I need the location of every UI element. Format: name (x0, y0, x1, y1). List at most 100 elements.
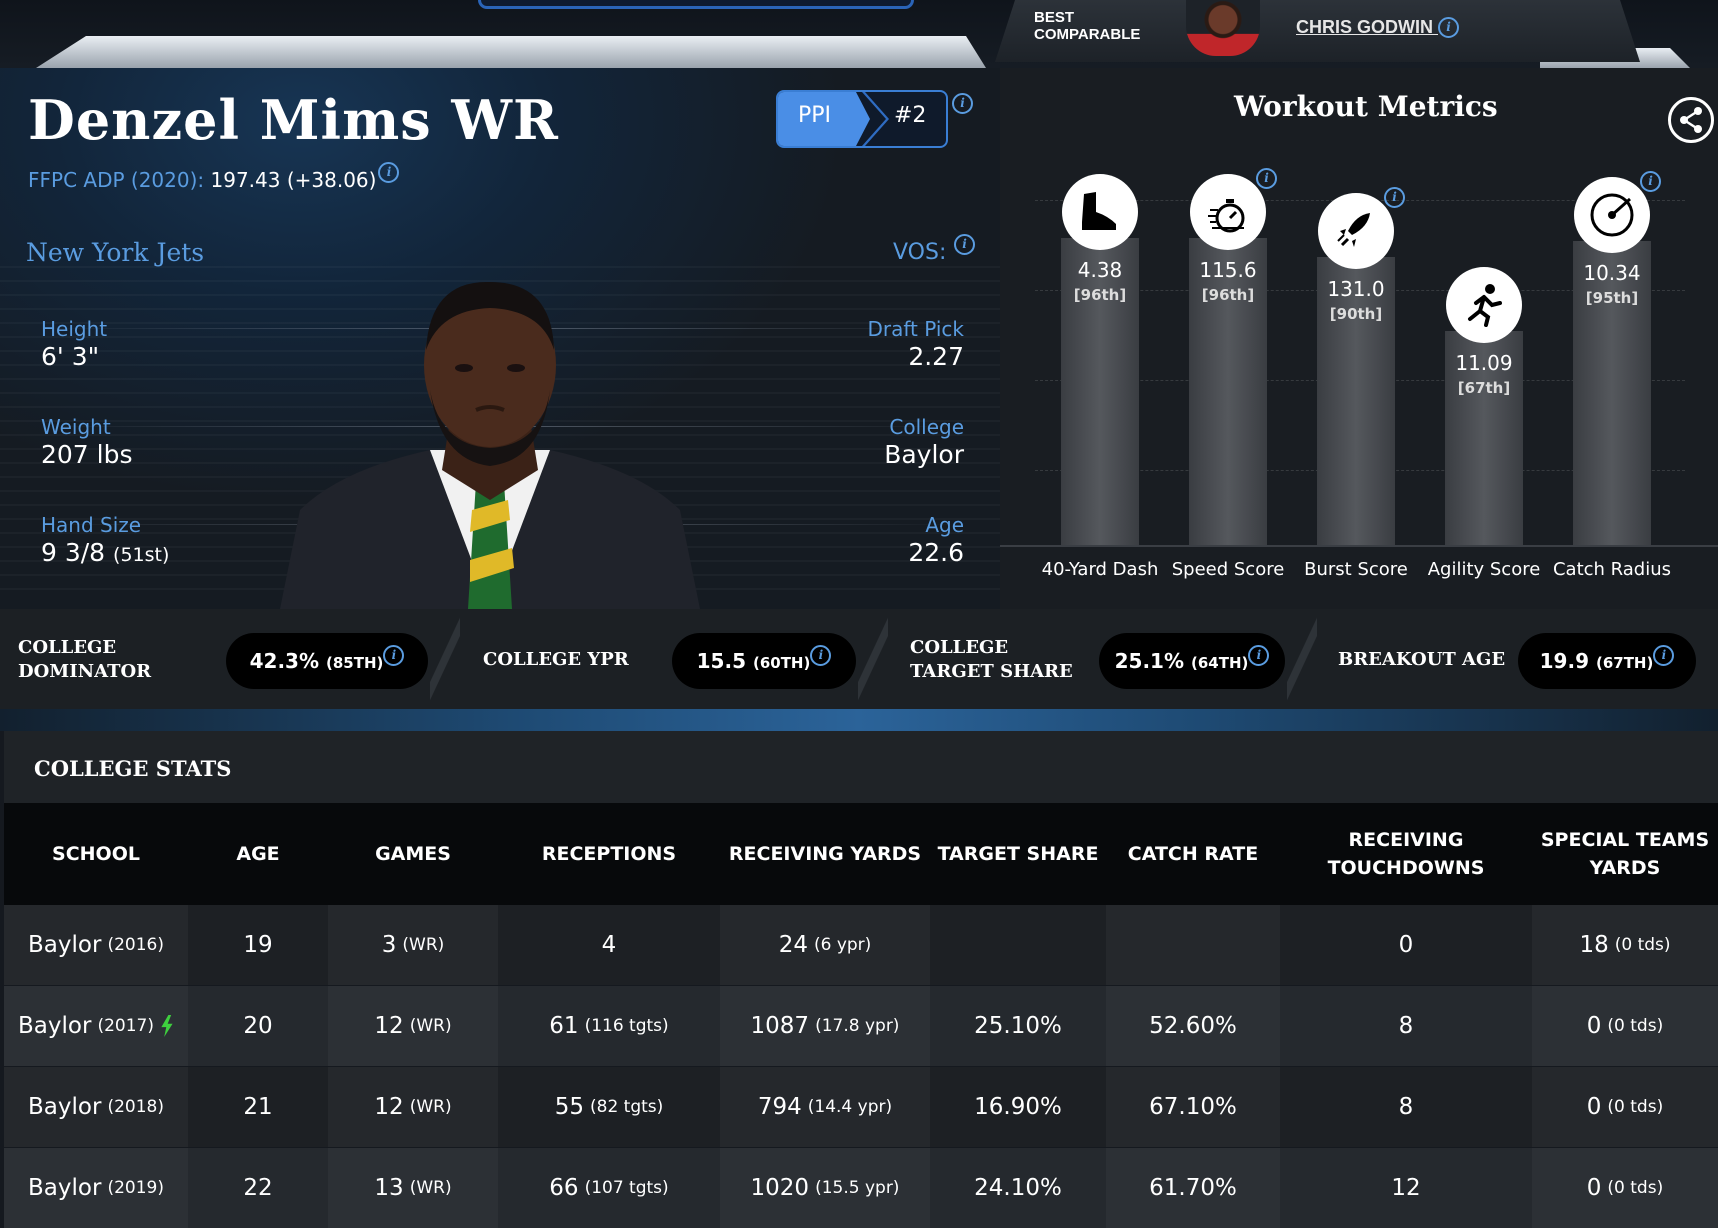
info-icon[interactable]: i (1256, 168, 1277, 189)
vos-info[interactable]: i (954, 234, 975, 255)
table-row: Baylor (2017) 20 12 (WR) 61 (116 tgts) 1087 (17.… (4, 986, 1718, 1066)
games-cell: 12 (WR) (328, 986, 498, 1066)
adp-value: 197.43 (+38.06) (210, 168, 377, 192)
info-icon[interactable]: i (378, 162, 400, 183)
games-value: 12 (374, 1013, 404, 1039)
strip-separator (430, 609, 460, 709)
receptions-value: 55 (554, 1094, 584, 1120)
age-value: 19 (243, 932, 273, 958)
info-icon[interactable]: i (952, 93, 973, 114)
strip-separator (858, 609, 888, 709)
special-teams-cell: 18 (0 tds) (1532, 905, 1718, 985)
info-icon[interactable]: i (1653, 645, 1675, 666)
targets-value: (82 tgts) (590, 1097, 664, 1117)
games-position: (WR) (402, 935, 445, 955)
column-header[interactable]: AGE (236, 843, 280, 865)
receiving-yards-cell: 1020 (15.5 ypr) (720, 1148, 930, 1228)
stopwatch-icon (1208, 199, 1245, 233)
column-header[interactable]: CATCH RATE (1127, 843, 1259, 865)
best-comparable-name[interactable]: CHRIS GODWIN (1296, 17, 1433, 37)
metric-value: 15.5 (696, 649, 746, 673)
receptions-value: 66 (549, 1175, 579, 1201)
info-icon[interactable]: i (810, 645, 832, 666)
column-header[interactable]: GAMES (375, 843, 451, 865)
metric-label: Speed Score (1171, 559, 1285, 580)
info-icon[interactable]: i (954, 234, 975, 255)
workout-bar (1445, 331, 1523, 545)
school-name: Baylor (28, 1175, 102, 1201)
info-icon[interactable]: i (1248, 645, 1270, 666)
best-comparable-link[interactable]: CHRIS GODWIN i (1296, 17, 1460, 38)
receptions-cell: 61 (116 tgts) (498, 986, 720, 1066)
info-icon[interactable]: i (1384, 187, 1405, 208)
ypr-value: (14.4 ypr) (807, 1097, 893, 1117)
special-teams-value: 0 (1586, 1094, 1602, 1120)
metric-value: 131.0 (1327, 277, 1385, 301)
targets-value: (116 tgts) (584, 1016, 669, 1036)
metric-icon-circle (1062, 174, 1138, 250)
college-stats-title: COLLEGE STATS (34, 756, 232, 781)
yards-value: 794 (757, 1094, 802, 1120)
ypr-value: (15.5 ypr) (815, 1178, 900, 1198)
ypr-value: (17.8 ypr) (815, 1016, 900, 1036)
best-comparable-panel (995, 0, 1640, 62)
receiving-yards-cell: 794 (14.4 ypr) (720, 1067, 930, 1147)
ffpc-adp: FFPC ADP (2020): 197.43 (+38.06) i (28, 162, 400, 192)
info-icon[interactable]: i (1438, 17, 1460, 38)
metric-label: Burst Score (1304, 559, 1408, 580)
catch-rate-value: 52.60% (1149, 1013, 1237, 1039)
weight-label: Weight (41, 415, 111, 439)
metric-value: 4.38 (1077, 258, 1123, 282)
age-value: 22 (243, 1175, 273, 1201)
season-year: (2017) (97, 1016, 154, 1036)
ppi-info[interactable]: i (952, 93, 973, 114)
share-icon[interactable] (1668, 97, 1714, 143)
catch-rate-cell (1106, 905, 1280, 985)
college-stats-table-header (4, 803, 1718, 905)
receiving-yards-cell: 24 (6 ypr) (720, 905, 930, 985)
age-cell: 21 (188, 1067, 328, 1147)
workout-metrics-title: Workout Metrics (1234, 90, 1498, 123)
season-year: (2018) (107, 1097, 164, 1117)
hand-size-percentile: (51st) (113, 544, 170, 566)
info-icon[interactable]: i (1640, 171, 1661, 192)
targets-value: (107 tgts) (584, 1178, 669, 1198)
target-share-value: 16.90% (974, 1094, 1062, 1120)
school-name: Baylor (18, 1013, 92, 1039)
receptions-cell: 4 (498, 905, 720, 985)
catch-rate-value: 67.10% (1149, 1094, 1237, 1120)
metric-value: 10.34 (1583, 261, 1641, 285)
runner-icon (1468, 284, 1502, 327)
metric-value-pill: 42.3% (85TH) i (226, 633, 428, 689)
games-position: (WR) (409, 1016, 452, 1036)
column-header[interactable]: RECEIVING YARDS (728, 843, 922, 865)
metric-value-pill: 19.9 (67TH) i (1518, 633, 1696, 689)
comparable-avatar (1186, 0, 1260, 56)
column-header[interactable]: SPECIAL TEAMS YARDS (1540, 829, 1710, 879)
metric-percentile: [90th] (1329, 305, 1383, 323)
column-header[interactable]: TARGET SHARE (937, 843, 1099, 865)
column-header[interactable]: RECEIVING TOUCHDOWNS (1327, 829, 1485, 879)
column-header[interactable]: SCHOOL (52, 843, 140, 865)
games-position: (WR) (409, 1178, 452, 1198)
workout-bar (1061, 238, 1139, 545)
info-icon[interactable]: i (383, 645, 405, 666)
college-label: College (889, 415, 964, 439)
weight-value: 207 lbs (41, 440, 133, 469)
school-name: Baylor (28, 932, 102, 958)
workout-bar (1573, 241, 1651, 545)
metric-label: BREAKOUT AGE (1338, 649, 1506, 670)
games-value: 13 (374, 1175, 404, 1201)
column-header[interactable]: RECEPTIONS (541, 843, 677, 865)
receiving-touchdowns-cell: 0 (1280, 905, 1532, 985)
target-share-value: 24.10% (974, 1175, 1062, 1201)
ypr-value: (6 ypr) (813, 935, 872, 955)
metric-percentile: (67TH) (1595, 654, 1654, 672)
games-cell: 3 (WR) (328, 905, 498, 985)
catch-rate-cell: 52.60% (1106, 986, 1280, 1066)
metric-label: 40-Yard Dash (1041, 559, 1159, 580)
special-teams-tds: (0 tds) (1607, 1016, 1664, 1036)
target-share-cell: 24.10% (930, 1148, 1106, 1228)
workout-bar (1317, 257, 1395, 545)
school-cell: Baylor (2017) (4, 986, 188, 1066)
